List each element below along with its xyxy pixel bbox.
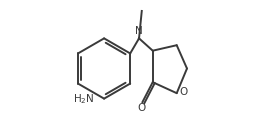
Text: N: N	[135, 26, 143, 36]
Text: O: O	[180, 88, 188, 97]
Text: O: O	[137, 103, 145, 113]
Text: H$_2$N: H$_2$N	[73, 92, 94, 105]
